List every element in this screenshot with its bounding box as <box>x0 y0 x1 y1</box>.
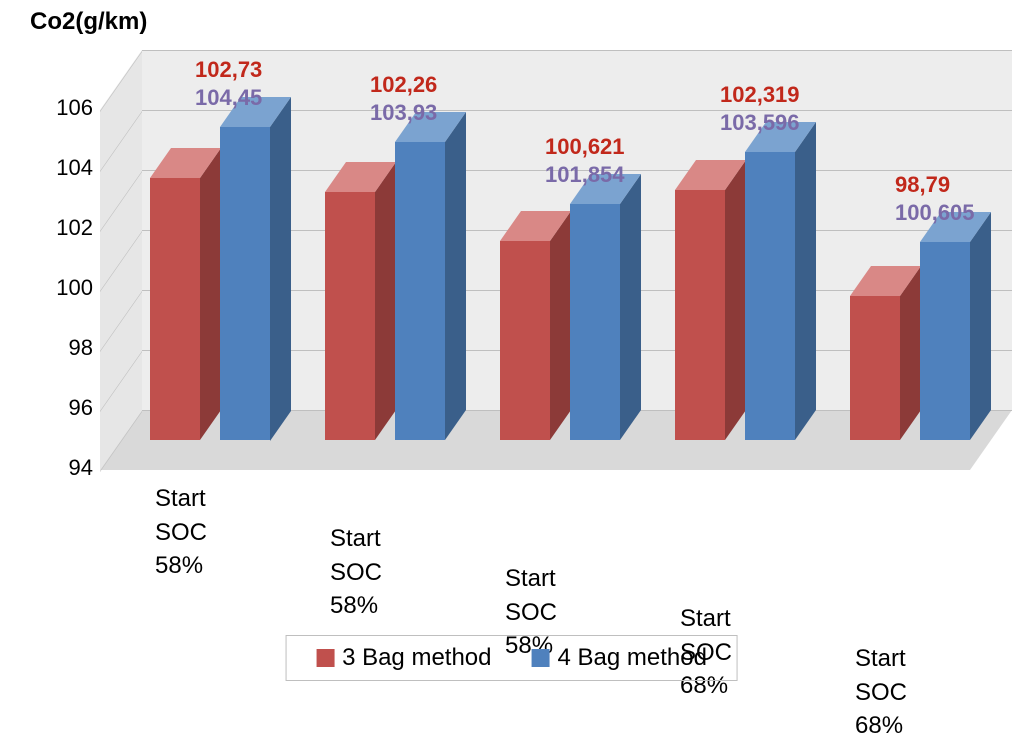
bar <box>850 296 900 440</box>
y-tick-label: 100 <box>33 275 93 301</box>
x-tick-label: Start SOC 58% <box>330 522 382 623</box>
bar <box>325 192 375 440</box>
value-label: 103,596 <box>720 110 800 136</box>
x-tick-label: Start SOC 58% <box>155 482 207 583</box>
bar <box>150 178 200 440</box>
value-label: 104,45 <box>195 85 262 111</box>
value-label: 100,621 <box>545 134 625 160</box>
x-tick-label: Start SOC 68% <box>855 642 907 743</box>
bar <box>220 127 270 441</box>
y-tick-label: 102 <box>33 215 93 241</box>
bar <box>500 241 550 440</box>
legend-item: 3 Bag method <box>316 644 491 672</box>
y-tick-label: 98 <box>33 335 93 361</box>
chart-container: Co2(g/km) 94 96 98 100 102 104 106 102,73104,4… <box>0 0 1023 693</box>
bar <box>920 242 970 440</box>
y-tick-label: 106 <box>33 95 93 121</box>
bar <box>745 152 795 440</box>
legend: 3 Bag method 4 Bag method <box>285 635 738 681</box>
legend-swatch <box>532 649 550 667</box>
legend-label: 3 Bag method <box>342 644 491 672</box>
y-tick-label: 96 <box>33 395 93 421</box>
plot-area <box>100 50 970 470</box>
value-label: 102,319 <box>720 82 800 108</box>
y-tick-label: 104 <box>33 155 93 181</box>
y-axis-title: Co2(g/km) <box>30 8 147 36</box>
legend-swatch <box>316 649 334 667</box>
legend-label: 4 Bag method <box>558 644 707 672</box>
bar <box>570 204 620 440</box>
bar <box>395 142 445 440</box>
bar-layer <box>100 50 970 470</box>
y-tick-label: 94 <box>33 455 93 481</box>
value-label: 102,26 <box>370 72 437 98</box>
value-label: 102,73 <box>195 57 262 83</box>
legend-item: 4 Bag method <box>532 644 707 672</box>
value-label: 101,854 <box>545 162 625 188</box>
value-label: 100,605 <box>895 200 975 226</box>
value-label: 98,79 <box>895 172 950 198</box>
bar <box>675 190 725 440</box>
value-label: 103,93 <box>370 100 437 126</box>
